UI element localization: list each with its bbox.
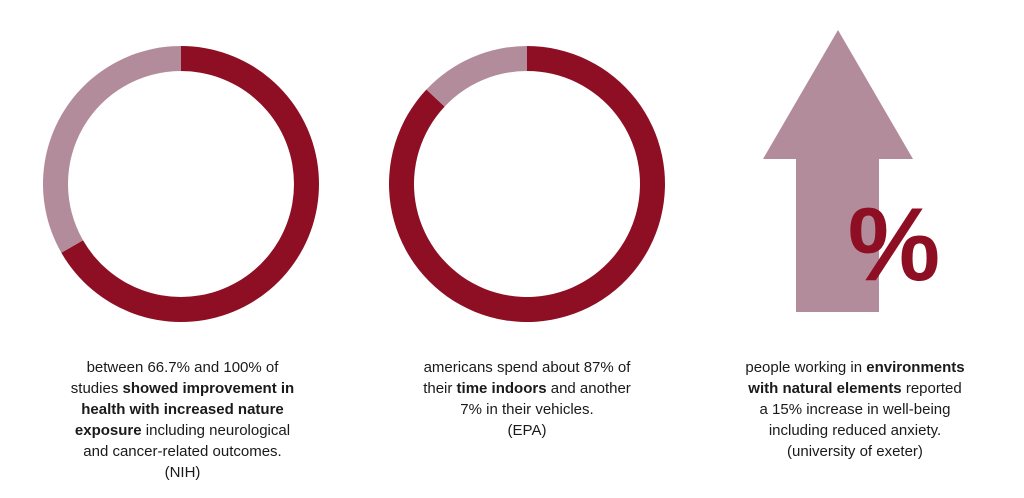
caption-emphasis: exposure: [74, 422, 142, 439]
percent-symbol: %: [848, 187, 940, 303]
caption-text: between 66.7% and 100% of: [86, 359, 279, 376]
caption-emphasis: environments: [866, 359, 965, 376]
caption-text: reported: [901, 380, 962, 397]
caption-text: and another: [546, 380, 631, 397]
caption-emphasis: with natural elements: [748, 380, 902, 397]
caption-text: studies: [70, 380, 123, 397]
caption-line: (NIH): [40, 462, 325, 483]
caption-line: and cancer-related outcomes.: [40, 441, 325, 462]
donut-chart-time-indoors: [389, 46, 665, 323]
donut-1-slice-1: [426, 46, 527, 107]
caption-text: including neurological: [141, 422, 291, 439]
caption-text: a 15% increase in well-being: [759, 401, 951, 418]
caption-text: 7% in their vehicles.: [460, 401, 594, 418]
caption-line: between 66.7% and 100% of: [40, 357, 325, 378]
caption-text: (NIH): [164, 464, 201, 481]
caption-line: americans spend about 87% of: [382, 357, 672, 378]
caption-text: americans spend about 87% of: [423, 359, 631, 376]
caption-line: a 15% increase in well-being: [710, 399, 1000, 420]
caption-text: (university of exeter): [787, 443, 923, 460]
caption-emphasis: time indoors: [456, 380, 547, 397]
up-arrow-icon: [763, 30, 913, 312]
caption-emphasis: showed improvement in: [122, 380, 295, 397]
caption-text: (EPA): [507, 422, 547, 439]
caption-text: their: [423, 380, 457, 397]
caption-emphasis: health with increased nature: [81, 401, 284, 418]
donut-0-slice-1: [42, 46, 181, 253]
caption-line: 7% in their vehicles.: [382, 399, 672, 420]
caption-line: (university of exeter): [710, 441, 1000, 462]
caption-line: their time indoors and another: [382, 378, 672, 399]
caption-line: with natural elements reported: [710, 378, 1000, 399]
up-arrow-graphic: %: [763, 30, 940, 312]
donut-chart-nature-health: [42, 46, 320, 322]
caption-line: health with increased nature: [40, 399, 325, 420]
caption-wellbeing: people working in environments with natur…: [710, 357, 1000, 462]
caption-line: including reduced anxiety.: [710, 420, 1000, 441]
caption-nature-health: between 66.7% and 100% of studies showed …: [40, 357, 325, 483]
caption-line: people working in environments: [710, 357, 1000, 378]
caption-line: exposure including neurological: [40, 420, 325, 441]
caption-line: studies showed improvement in: [40, 378, 325, 399]
caption-text: including reduced anxiety.: [768, 422, 942, 439]
caption-line: (EPA): [382, 420, 672, 441]
caption-text: people working in: [745, 359, 867, 376]
caption-text: and cancer-related outcomes.: [83, 443, 282, 460]
caption-time-indoors: americans spend about 87% of their time i…: [382, 357, 672, 441]
